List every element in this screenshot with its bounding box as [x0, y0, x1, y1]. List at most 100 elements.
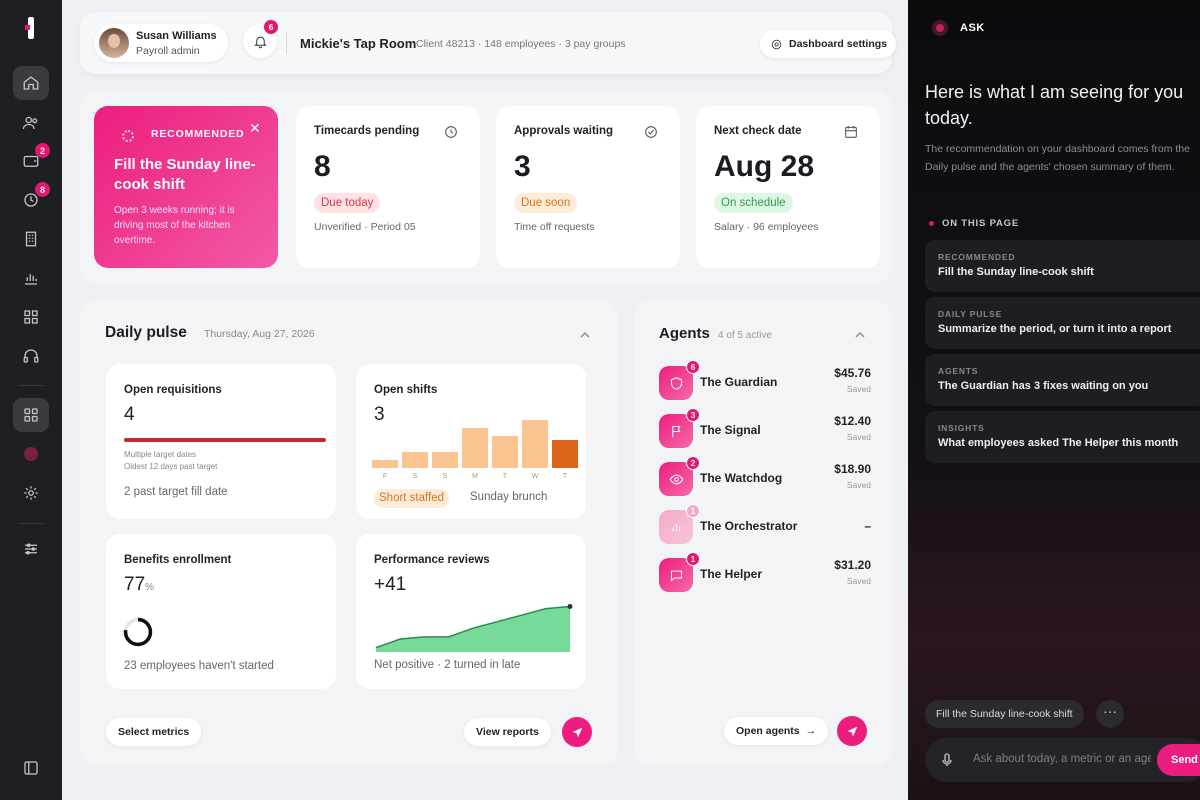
status-badge: Due today — [314, 193, 381, 213]
clock-icon[interactable]: 8 — [13, 182, 50, 217]
eye-icon: 2 — [659, 456, 700, 496]
ask-card-agents[interactable]: AGENTS The Guardian has 3 fixes waiting o… — [925, 354, 1200, 406]
shift-bar — [522, 420, 548, 468]
wallet-icon[interactable]: 2 — [13, 143, 50, 178]
user-chip[interactable]: Susan Williams Payroll admin — [94, 24, 228, 62]
agent-name: The Helper — [700, 567, 763, 581]
agents-panel: Agents 4 of 5 active 6 The Guardian $45.… — [634, 300, 892, 766]
gear-icon[interactable] — [13, 476, 49, 510]
ask-card-daily-pulse[interactable]: DAILY PULSE Summarize the period, or turn… — [925, 297, 1200, 349]
ask-intro: Here is what I am seeing for you today. — [925, 82, 1184, 128]
stat-sub: Time off requests — [514, 221, 595, 233]
check-date-card[interactable]: Next check date Aug 28 On schedule Salar… — [696, 106, 880, 268]
agent-row-watchdog[interactable]: 2 The Watchdog $18.90 Saved — [659, 456, 871, 498]
stat-label: Next check date — [714, 125, 802, 137]
ask-card-key: RECOMMENDED — [938, 252, 1016, 262]
agent-badge: 6 — [686, 360, 700, 374]
ask-send-button[interactable]: Send — [1157, 744, 1200, 776]
arrow-right-icon: → — [805, 725, 817, 737]
reviews-line — [376, 605, 571, 649]
open-shifts-card[interactable]: Open shifts 3 F S S M T W T Short staffed Sund… — [356, 364, 586, 519]
shift-bar — [432, 452, 458, 468]
app-logo[interactable] — [25, 17, 37, 39]
status-badge: Short staffed — [374, 489, 449, 508]
reviews-card[interactable]: Performance reviews +41 Net positive · 2… — [356, 534, 586, 689]
benefits-card[interactable]: Benefits enrollment 77% 23 employees hav… — [106, 534, 336, 689]
collapse-sidebar-icon[interactable] — [13, 751, 49, 785]
pulse-title: Daily pulse — [105, 324, 187, 341]
ask-card-insights[interactable]: INSIGHTS What employees asked The Helper … — [925, 411, 1200, 463]
view-reports-button[interactable]: View reports — [464, 718, 551, 746]
ask-input[interactable]: Ask about today, a metric or an agent Se… — [925, 738, 1200, 782]
more-icon[interactable]: ··· — [1096, 700, 1124, 728]
metric-title: Performance reviews — [374, 554, 490, 566]
agent-row-helper[interactable]: 1 The Helper $31.20 Saved — [659, 552, 871, 594]
agent-row-orchestrator[interactable]: 1 The Orchestrator – — [659, 504, 871, 546]
metric-title: Benefits enrollment — [124, 554, 232, 566]
check-circle-icon — [645, 126, 657, 138]
recommendation-desc: Open 3 weeks running; it is driving most… — [114, 205, 235, 246]
send-button[interactable] — [837, 716, 867, 746]
mic-icon[interactable] — [941, 753, 953, 767]
headset-icon[interactable] — [13, 339, 49, 373]
grid-icon[interactable] — [13, 300, 49, 334]
assistant-icon[interactable] — [13, 437, 49, 471]
suggestion-chip[interactable]: Fill the Sunday line-cook shift — [925, 700, 1084, 728]
metric-note: Multiple target dates — [124, 450, 197, 459]
clock-icon — [445, 126, 457, 138]
apps-icon[interactable] — [13, 398, 49, 432]
chevron-up-icon[interactable] — [579, 329, 591, 341]
close-icon[interactable]: ✕ — [249, 120, 261, 136]
pulse-date: Thursday, Aug 27, 2026 — [204, 328, 315, 340]
stat-value: Aug 28 — [714, 150, 815, 183]
agent-value: $31.20 — [834, 558, 871, 572]
requisitions-card[interactable]: Open requisitions 4 Multiple target date… — [106, 364, 336, 519]
chevron-up-icon[interactable] — [854, 329, 866, 341]
main-content: Susan Williams Payroll admin 6 Mickie's … — [62, 0, 908, 800]
agent-row-signal[interactable]: 3 The Signal $12.40 Saved — [659, 408, 871, 450]
timecards-card[interactable]: Timecards pending 8 Due today Unverified… — [296, 106, 480, 268]
calendar-icon — [845, 126, 857, 138]
building-icon[interactable] — [13, 222, 49, 256]
agent-row-guardian[interactable]: 6 The Guardian $45.76 Saved — [659, 360, 871, 402]
metric-value: 77% — [124, 574, 154, 596]
home-icon[interactable] — [13, 66, 49, 100]
notifications-button[interactable]: 6 — [243, 20, 278, 58]
metric-value: +41 — [374, 574, 407, 595]
ask-input-placeholder: Ask about today, a metric or an agent — [973, 753, 1151, 765]
send-button[interactable] — [562, 717, 592, 747]
shift-tick-label: W — [532, 473, 539, 480]
agents-sub: 4 of 5 active — [718, 330, 772, 341]
bar-chart-icon[interactable] — [13, 261, 49, 295]
shift-tick-label: T — [503, 473, 508, 480]
bars-icon: 1 — [659, 504, 700, 544]
user-name: Susan Williams — [136, 30, 217, 42]
notification-badge: 6 — [264, 20, 278, 34]
benefits-value: 77 — [124, 574, 146, 595]
wallet-badge: 2 — [35, 143, 50, 158]
agent-value: $45.76 — [834, 366, 871, 380]
company-meta: Client 48213 · 148 employees · 3 pay gro… — [416, 38, 626, 50]
approvals-card[interactable]: Approvals waiting 3 Due soon Time off re… — [496, 106, 680, 268]
ask-card-key: DAILY PULSE — [938, 309, 1003, 319]
shift-tick-label: S — [413, 473, 418, 480]
select-metrics-button[interactable]: Select metrics — [106, 718, 202, 746]
metric-foot: 2 past target fill date — [124, 486, 228, 498]
agent-badge: 1 — [686, 552, 700, 566]
stat-label: Approvals waiting — [514, 125, 614, 137]
agent-badge: 2 — [686, 456, 700, 470]
ask-panel: ASK Here is what I am seeing for you tod… — [908, 0, 1200, 800]
agent-value: – — [864, 519, 871, 533]
agent-saved: Saved — [846, 384, 871, 394]
dashboard-settings-button[interactable]: Dashboard settings — [760, 30, 896, 58]
divider — [286, 32, 287, 54]
ask-card-recommended[interactable]: RECOMMENDED Fill the Sunday line-cook shi… — [925, 240, 1200, 292]
recommendation-card[interactable]: RECOMMENDED ✕ Fill the Sunday line-cook … — [94, 106, 278, 268]
stat-label: Timecards pending — [314, 125, 420, 137]
people-icon[interactable] — [13, 106, 49, 140]
sliders-icon[interactable] — [13, 532, 49, 566]
open-agents-button[interactable]: Open agents → — [724, 717, 829, 745]
rail-divider — [19, 523, 43, 524]
agent-badge: 1 — [686, 504, 700, 518]
ask-card-value: Fill the Sunday line-cook shift — [938, 266, 1094, 278]
